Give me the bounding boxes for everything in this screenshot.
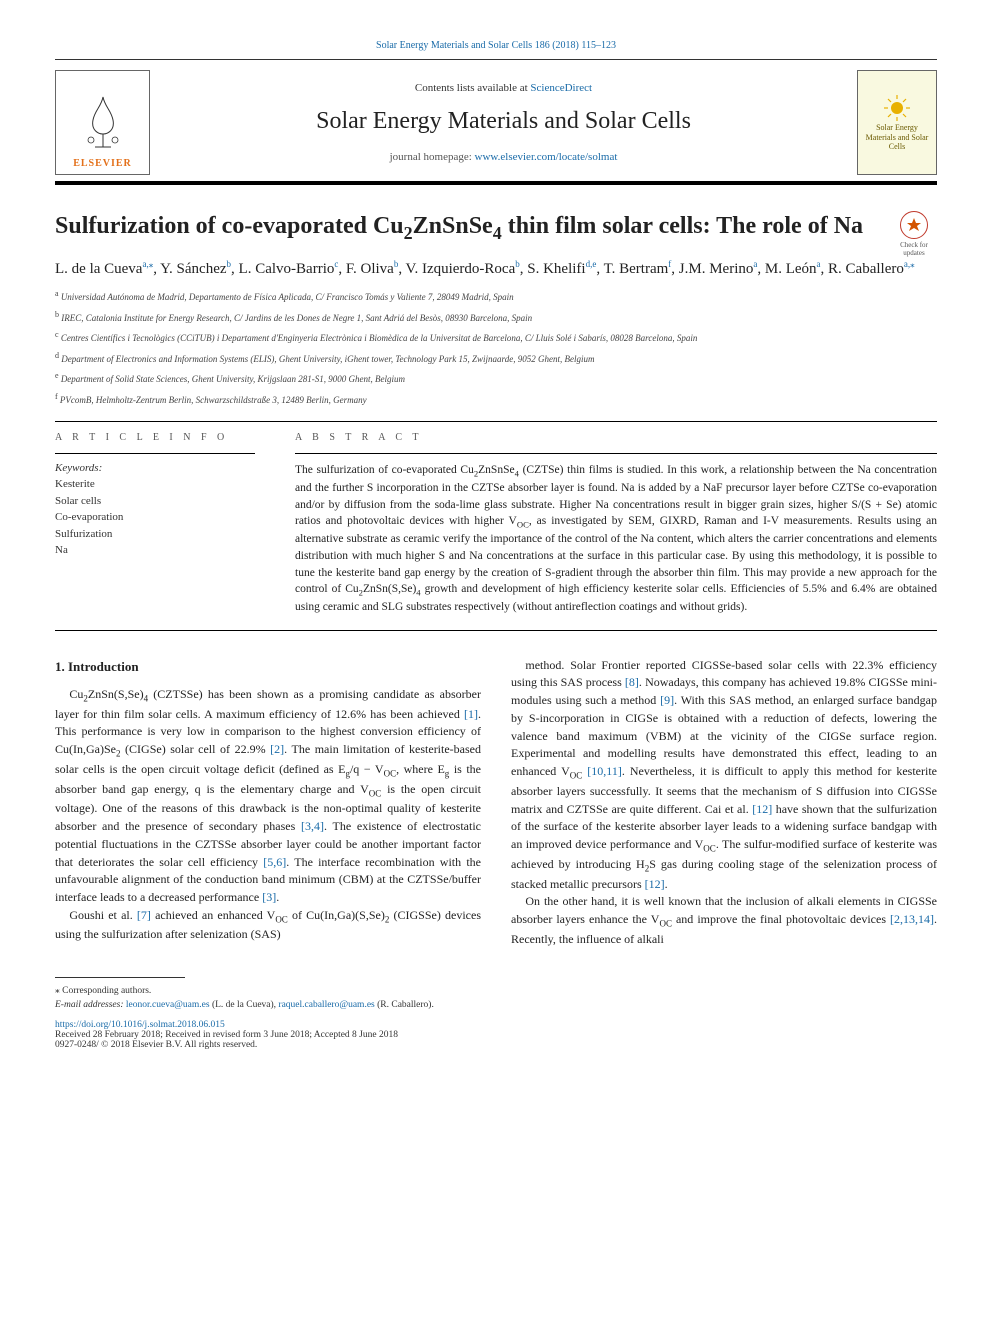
abstract-block: A B S T R A C T The sulfurization of co-… — [295, 432, 937, 615]
journal-masthead: ELSEVIER Contents lists available at Sci… — [55, 59, 937, 185]
received-line: Received 28 February 2018; Received in r… — [55, 1030, 937, 1040]
journal-title: Solar Energy Materials and Solar Cells — [150, 108, 857, 135]
contents-line: Contents lists available at ScienceDirec… — [150, 82, 857, 94]
keywords-list: KesteriteSolar cellsCo-evaporationSulfur… — [55, 476, 255, 559]
author-list: L. de la Cuevaa,⁎, Y. Sánchezb, L. Calvo… — [55, 258, 937, 280]
article-info-block: A R T I C L E I N F O Keywords: Kesterit… — [55, 432, 255, 615]
abstract-heading: A B S T R A C T — [295, 432, 937, 443]
body-paragraph: On the other hand, it is well known that… — [511, 893, 937, 948]
check-updates-label: Check for updates — [891, 241, 937, 257]
abstract-text: The sulfurization of co-evaporated Cu2Zn… — [295, 462, 937, 615]
keyword: Co-evaporation — [55, 509, 255, 526]
left-column: 1. Introduction Cu2ZnSn(S,Se)4 (CZTSSe) … — [55, 657, 481, 949]
divider — [55, 630, 937, 631]
author-email-1[interactable]: leonor.cueva@uam.es — [126, 1000, 210, 1010]
affiliations: a Universidad Autónoma de Madrid, Depart… — [55, 288, 937, 407]
body-columns: 1. Introduction Cu2ZnSn(S,Se)4 (CZTSSe) … — [55, 657, 937, 949]
email-line: E-mail addresses: leonor.cueva@uam.es (L… — [55, 998, 937, 1012]
publisher-logo-box: ELSEVIER — [55, 70, 150, 175]
doi-line: https://doi.org/10.1016/j.solmat.2018.06… — [55, 1020, 937, 1030]
body-paragraph: Goushi et al. [7] achieved an enhanced V… — [55, 907, 481, 944]
corresponding-note: ⁎ Corresponding authors. — [55, 984, 937, 998]
cover-label: Solar Energy Materials and Solar Cells — [862, 123, 932, 152]
publisher-name: ELSEVIER — [73, 158, 132, 169]
doi-link[interactable]: https://doi.org/10.1016/j.solmat.2018.06… — [55, 1020, 225, 1030]
affiliation: f PVcomB, Helmholtz-Zentrum Berlin, Schw… — [55, 391, 937, 408]
copyright-line: 0927-0248/ © 2018 Elsevier B.V. All righ… — [55, 1040, 937, 1050]
right-column: method. Solar Frontier reported CIGSSe-b… — [511, 657, 937, 949]
section-heading: 1. Introduction — [55, 657, 481, 676]
check-updates-icon — [900, 211, 928, 239]
sun-icon — [877, 93, 917, 123]
divider — [55, 421, 937, 422]
footnote-divider — [55, 977, 185, 978]
keywords-label: Keywords: — [55, 462, 255, 474]
article-title: Sulfurization of co-evaporated Cu2ZnSnSe… — [55, 211, 937, 244]
masthead-center: Contents lists available at ScienceDirec… — [150, 82, 857, 163]
keyword: Solar cells — [55, 493, 255, 510]
keyword: Kesterite — [55, 476, 255, 493]
keyword: Na — [55, 542, 255, 559]
body-paragraph: method. Solar Frontier reported CIGSSe-b… — [511, 657, 937, 894]
journal-cover-thumb: Solar Energy Materials and Solar Cells — [857, 70, 937, 175]
issue-citation[interactable]: Solar Energy Materials and Solar Cells 1… — [55, 40, 937, 51]
affiliation: c Centres Científics i Tecnològics (CCiT… — [55, 329, 937, 346]
article-info-heading: A R T I C L E I N F O — [55, 432, 255, 443]
affiliation: d Department of Electronics and Informat… — [55, 350, 937, 367]
body-paragraph: Cu2ZnSn(S,Se)4 (CZTSSe) has been shown a… — [55, 686, 481, 907]
affiliation: a Universidad Autónoma de Madrid, Depart… — [55, 288, 937, 305]
check-updates-badge[interactable]: Check for updates — [891, 211, 937, 257]
elsevier-tree-icon — [73, 92, 133, 152]
keyword: Sulfurization — [55, 526, 255, 543]
author-email-2[interactable]: raquel.caballero@uam.es — [278, 1000, 374, 1010]
affiliation: b IREC, Catalonia Institute for Energy R… — [55, 309, 937, 326]
sciencedirect-link[interactable]: ScienceDirect — [530, 82, 592, 94]
journal-homepage-link[interactable]: www.elsevier.com/locate/solmat — [475, 151, 618, 163]
homepage-line: journal homepage: www.elsevier.com/locat… — [150, 151, 857, 163]
affiliation: e Department of Solid State Sciences, Gh… — [55, 370, 937, 387]
